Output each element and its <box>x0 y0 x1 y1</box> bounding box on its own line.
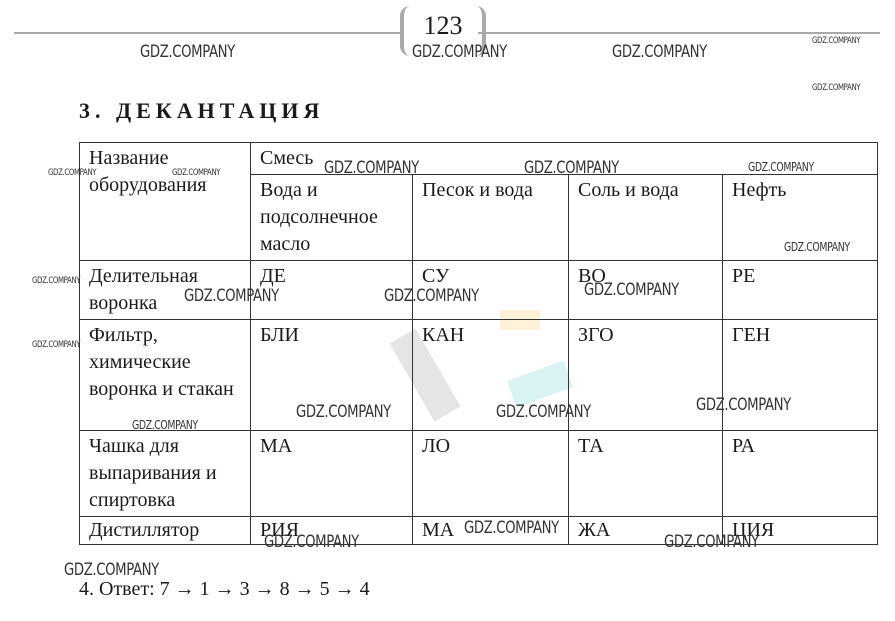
syllable-cell: РЕ <box>722 260 878 320</box>
watermark: GDZ.COMPANY <box>32 340 81 350</box>
watermark: GDZ.COMPANY <box>48 168 97 178</box>
watermark: GDZ.COMPANY <box>264 532 359 552</box>
watermark: GDZ.COMPANY <box>384 286 479 306</box>
watermark: GDZ.COMPANY <box>784 240 850 254</box>
equipment-cell: Фильтр, химические воронка и стакан <box>79 319 251 431</box>
syllable-cell: ТА <box>568 430 723 517</box>
watermark: GDZ.COMPANY <box>612 42 707 62</box>
watermark: GDZ.COMPANY <box>812 83 861 93</box>
watermark: GDZ.COMPANY <box>324 158 419 178</box>
watermark: GDZ.COMPANY <box>184 286 279 306</box>
syllable-cell: БЛИ <box>250 319 413 431</box>
header-rule <box>14 32 400 34</box>
watermark: GDZ.COMPANY <box>296 402 391 422</box>
header-rule <box>478 32 880 34</box>
decantation-table: Название оборудования Смесь Вода и подсо… <box>79 142 878 545</box>
watermark: GDZ.COMPANY <box>464 518 559 538</box>
watermark: GDZ.COMPANY <box>812 36 861 46</box>
watermark: GDZ.COMPANY <box>140 42 235 62</box>
table-row: Чашка для выпаривания и спиртовка МА ЛО … <box>79 430 878 517</box>
watermark: GDZ.COMPANY <box>64 560 159 580</box>
equipment-cell: Делительная воронка <box>79 260 251 320</box>
syllable-cell: СУ <box>412 260 569 320</box>
equipment-cell: Дистиллятор <box>79 516 251 545</box>
table-row: Фильтр, химические воронка и стакан БЛИ … <box>79 319 878 431</box>
column-header: Вода и подсолнечное масло <box>250 174 413 261</box>
syllable-cell: КАН <box>412 319 569 431</box>
answer-text: 4. Ответ: 7 → 1 → 3 → 8 → 5 → 4 <box>79 578 370 600</box>
column-header: Нефть <box>722 174 878 261</box>
column-header: Соль и вода <box>568 174 723 261</box>
equipment-cell: Чашка для выпаривания и спиртовка <box>79 430 251 517</box>
watermark: GDZ.COMPANY <box>412 42 507 62</box>
syllable-cell: ЖА <box>568 516 723 545</box>
watermark: GDZ.COMPANY <box>132 418 198 432</box>
syllable-cell: ЗГО <box>568 319 723 431</box>
table-row: Дистиллятор РИЯ МА ЖА ЦИЯ <box>79 516 878 545</box>
watermark: GDZ.COMPANY <box>524 158 619 178</box>
watermark: GDZ.COMPANY <box>32 276 81 286</box>
page-number: 123 <box>400 6 486 56</box>
section-title: 3. ДЕКАНТАЦИЯ <box>79 98 325 123</box>
syllable-cell: РИЯ <box>250 516 413 545</box>
column-header: Песок и вода <box>412 174 569 261</box>
syllable-cell: ЛО <box>412 430 569 517</box>
corner-header: Название оборудования <box>79 142 251 261</box>
watermark: GDZ.COMPANY <box>496 402 591 422</box>
syllable-cell: МА <box>250 430 413 517</box>
watermark: GDZ.COMPANY <box>172 168 221 178</box>
watermark: GDZ.COMPANY <box>664 532 759 552</box>
syllable-cell: РА <box>722 430 878 517</box>
watermark: GDZ.COMPANY <box>584 280 679 300</box>
syllable-cell: ГЕН <box>722 319 878 431</box>
watermark: GDZ.COMPANY <box>696 395 791 415</box>
syllable-cell: ДЕ <box>250 260 413 320</box>
syllable-cell: ЦИЯ <box>722 516 878 545</box>
watermark: GDZ.COMPANY <box>748 160 814 174</box>
